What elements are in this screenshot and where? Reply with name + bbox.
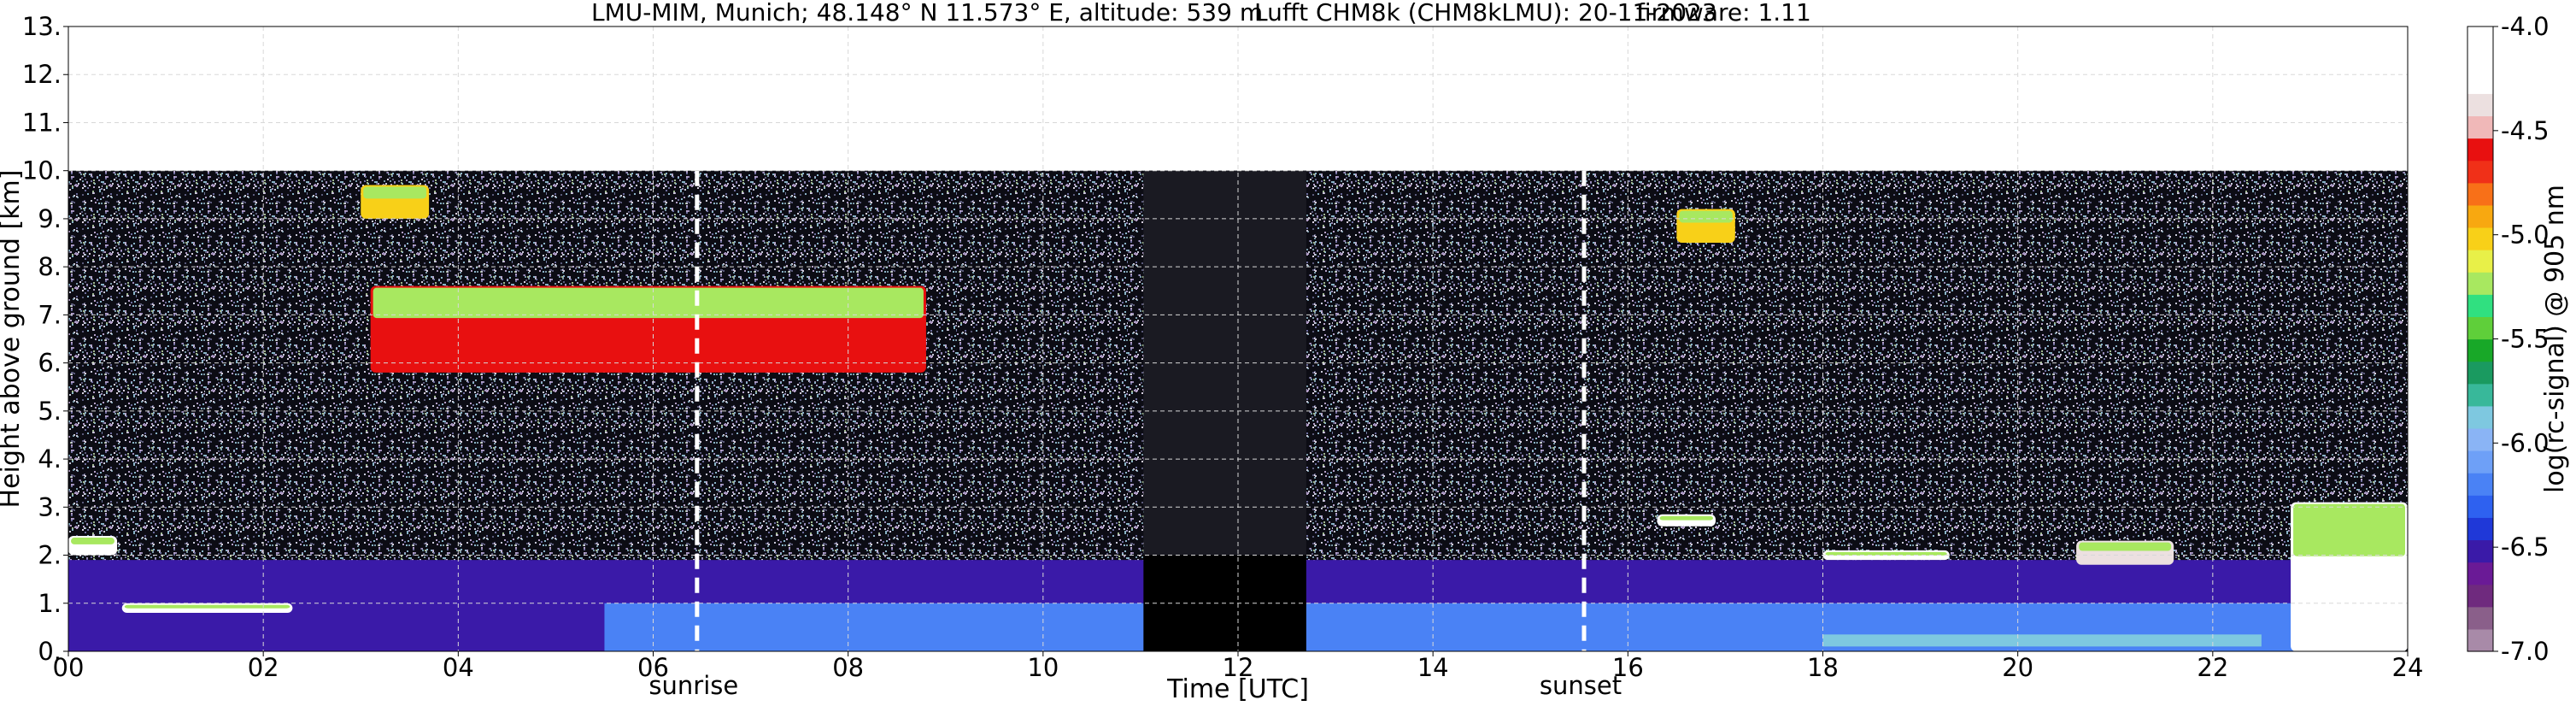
- colorbar-segment: [2467, 361, 2493, 385]
- chart-title-firmware: firmware: 1.11: [1636, 0, 1811, 26]
- y-tick-label: 2.: [38, 541, 62, 570]
- plot-markers: sunrise sunset: [648, 170, 1622, 700]
- y-tick-label: 10.: [22, 156, 62, 185]
- y-tick-label: 8.: [38, 252, 62, 281]
- colorbar-segment: [2467, 517, 2493, 541]
- y-axis: 0. 1. 2. 3. 4. 5. 6. 7. 8. 9. 10. 11. 12. 13.: [22, 12, 68, 666]
- x-tick-label: 16: [1612, 653, 1644, 682]
- chart-title-instrument: Lufft CHM8k (CHM8kLMU): 20-11-2023: [1254, 0, 1717, 26]
- colorbar-segment: [2467, 628, 2493, 652]
- feature-edge-cirrus-early: [363, 186, 427, 199]
- x-tick-label: 08: [832, 653, 864, 682]
- x-tick-label: 20: [2002, 653, 2033, 682]
- colorbar-segment: [2467, 562, 2493, 585]
- y-tick-label: 13.: [22, 12, 62, 41]
- colorbar-segment: [2467, 473, 2493, 496]
- x-tick-label: 18: [1807, 653, 1839, 682]
- feature-edge-low-cloud-early: [124, 604, 290, 609]
- marker-label-sunset: sunset: [1540, 671, 1622, 700]
- colorbar-tick-label: -4.5: [2501, 116, 2550, 145]
- colorbar-segment: [2467, 427, 2493, 451]
- y-tick-label: 0.: [38, 637, 62, 666]
- x-tick-label: 12: [1223, 653, 1254, 682]
- marker-label-sunrise: sunrise: [648, 671, 738, 700]
- colorbar-segment: [2467, 539, 2493, 563]
- y-tick-label: 3.: [38, 492, 62, 521]
- y-tick-label: 7.: [38, 300, 62, 329]
- x-axis: 00 02 04 06 08 10 12 14 16 18 20 22 24: [53, 651, 2424, 682]
- y-tick-label: 1.: [38, 589, 62, 618]
- colorbar-segment: [2467, 606, 2493, 630]
- feature-edge-cloud-evening: [1825, 551, 1947, 556]
- feature-edge-cloud-near-2.2km: [71, 538, 115, 544]
- colorbar-segment: [2467, 405, 2493, 429]
- x-tick-label: 24: [2392, 653, 2424, 682]
- y-tick-label: 12.: [22, 60, 62, 89]
- colorbar-tick-label: -6.0: [2501, 428, 2550, 457]
- feature-edge-cloud-21h: [2079, 542, 2172, 551]
- y-tick-label: 9.: [38, 204, 62, 233]
- x-axis-label: Time [UTC]: [1166, 674, 1309, 704]
- x-tick-label: 14: [1417, 653, 1449, 682]
- feature-edge-altocumulus: [373, 287, 924, 319]
- colorbar-segment: [2467, 71, 2493, 94]
- colorbar-tick-label: -6.5: [2501, 532, 2550, 562]
- feature-surface-layer: [1822, 634, 2262, 647]
- x-tick-label: 04: [443, 653, 474, 682]
- plot-features: [68, 170, 2408, 651]
- colorbar: -7.0 -6.5 -6.0 -5.5 -5.0 -4.5 -4.0: [2467, 12, 2550, 666]
- colorbar-segment: [2467, 227, 2493, 250]
- colorbar-segment: [2467, 250, 2493, 273]
- y-tick-label: 5.: [38, 397, 62, 426]
- feature-edge-cloud-16.3h: [1659, 515, 1714, 521]
- colorbar-segment: [2467, 115, 2493, 139]
- colorbar-segment: [2467, 584, 2493, 608]
- x-tick-label: 02: [248, 653, 279, 682]
- colorbar-segment: [2467, 26, 2493, 50]
- colorbar-tick-label: -5.5: [2501, 325, 2550, 354]
- colorbar-segment: [2467, 316, 2493, 340]
- colorbar-segment: [2467, 272, 2493, 295]
- colorbar-segment: [2467, 49, 2493, 72]
- colorbar-segment: [2467, 182, 2493, 206]
- colorbar-segment: [2467, 383, 2493, 407]
- feature-edge-cirrus-late: [1679, 210, 1733, 223]
- colorbar-tick-label: -7.0: [2501, 637, 2550, 666]
- x-tick-label: 22: [2197, 653, 2228, 682]
- y-tick-label: 11.: [22, 108, 62, 137]
- x-tick-label: 00: [53, 653, 85, 682]
- colorbar-tick-label: -5.0: [2501, 221, 2550, 250]
- feature-edge-cloud-23h: [2293, 503, 2405, 556]
- y-tick-label: 4.: [38, 444, 62, 474]
- x-tick-label: 10: [1027, 653, 1059, 682]
- colorbar-segment: [2467, 294, 2493, 317]
- colorbar-segment: [2467, 450, 2493, 474]
- plot-grid: [68, 26, 2408, 651]
- x-tick-label: 06: [637, 653, 669, 682]
- y-tick-label: 6.: [38, 349, 62, 378]
- colorbar-segment: [2467, 138, 2493, 162]
- colorbar-segment: [2467, 160, 2493, 184]
- chart-title-location: LMU-MIM, Munich; 48.148° N 11.573° E, al…: [591, 0, 1263, 26]
- colorbar-segment: [2467, 204, 2493, 228]
- colorbar-tick-label: -4.0: [2501, 12, 2550, 41]
- colorbar-label: log(rc-signal) @ 905 nm: [2540, 185, 2570, 493]
- colorbar-segment: [2467, 495, 2493, 518]
- y-axis-label: Height above ground [km]: [0, 170, 26, 509]
- colorbar-segment: [2467, 338, 2493, 362]
- colorbar-segment: [2467, 93, 2493, 117]
